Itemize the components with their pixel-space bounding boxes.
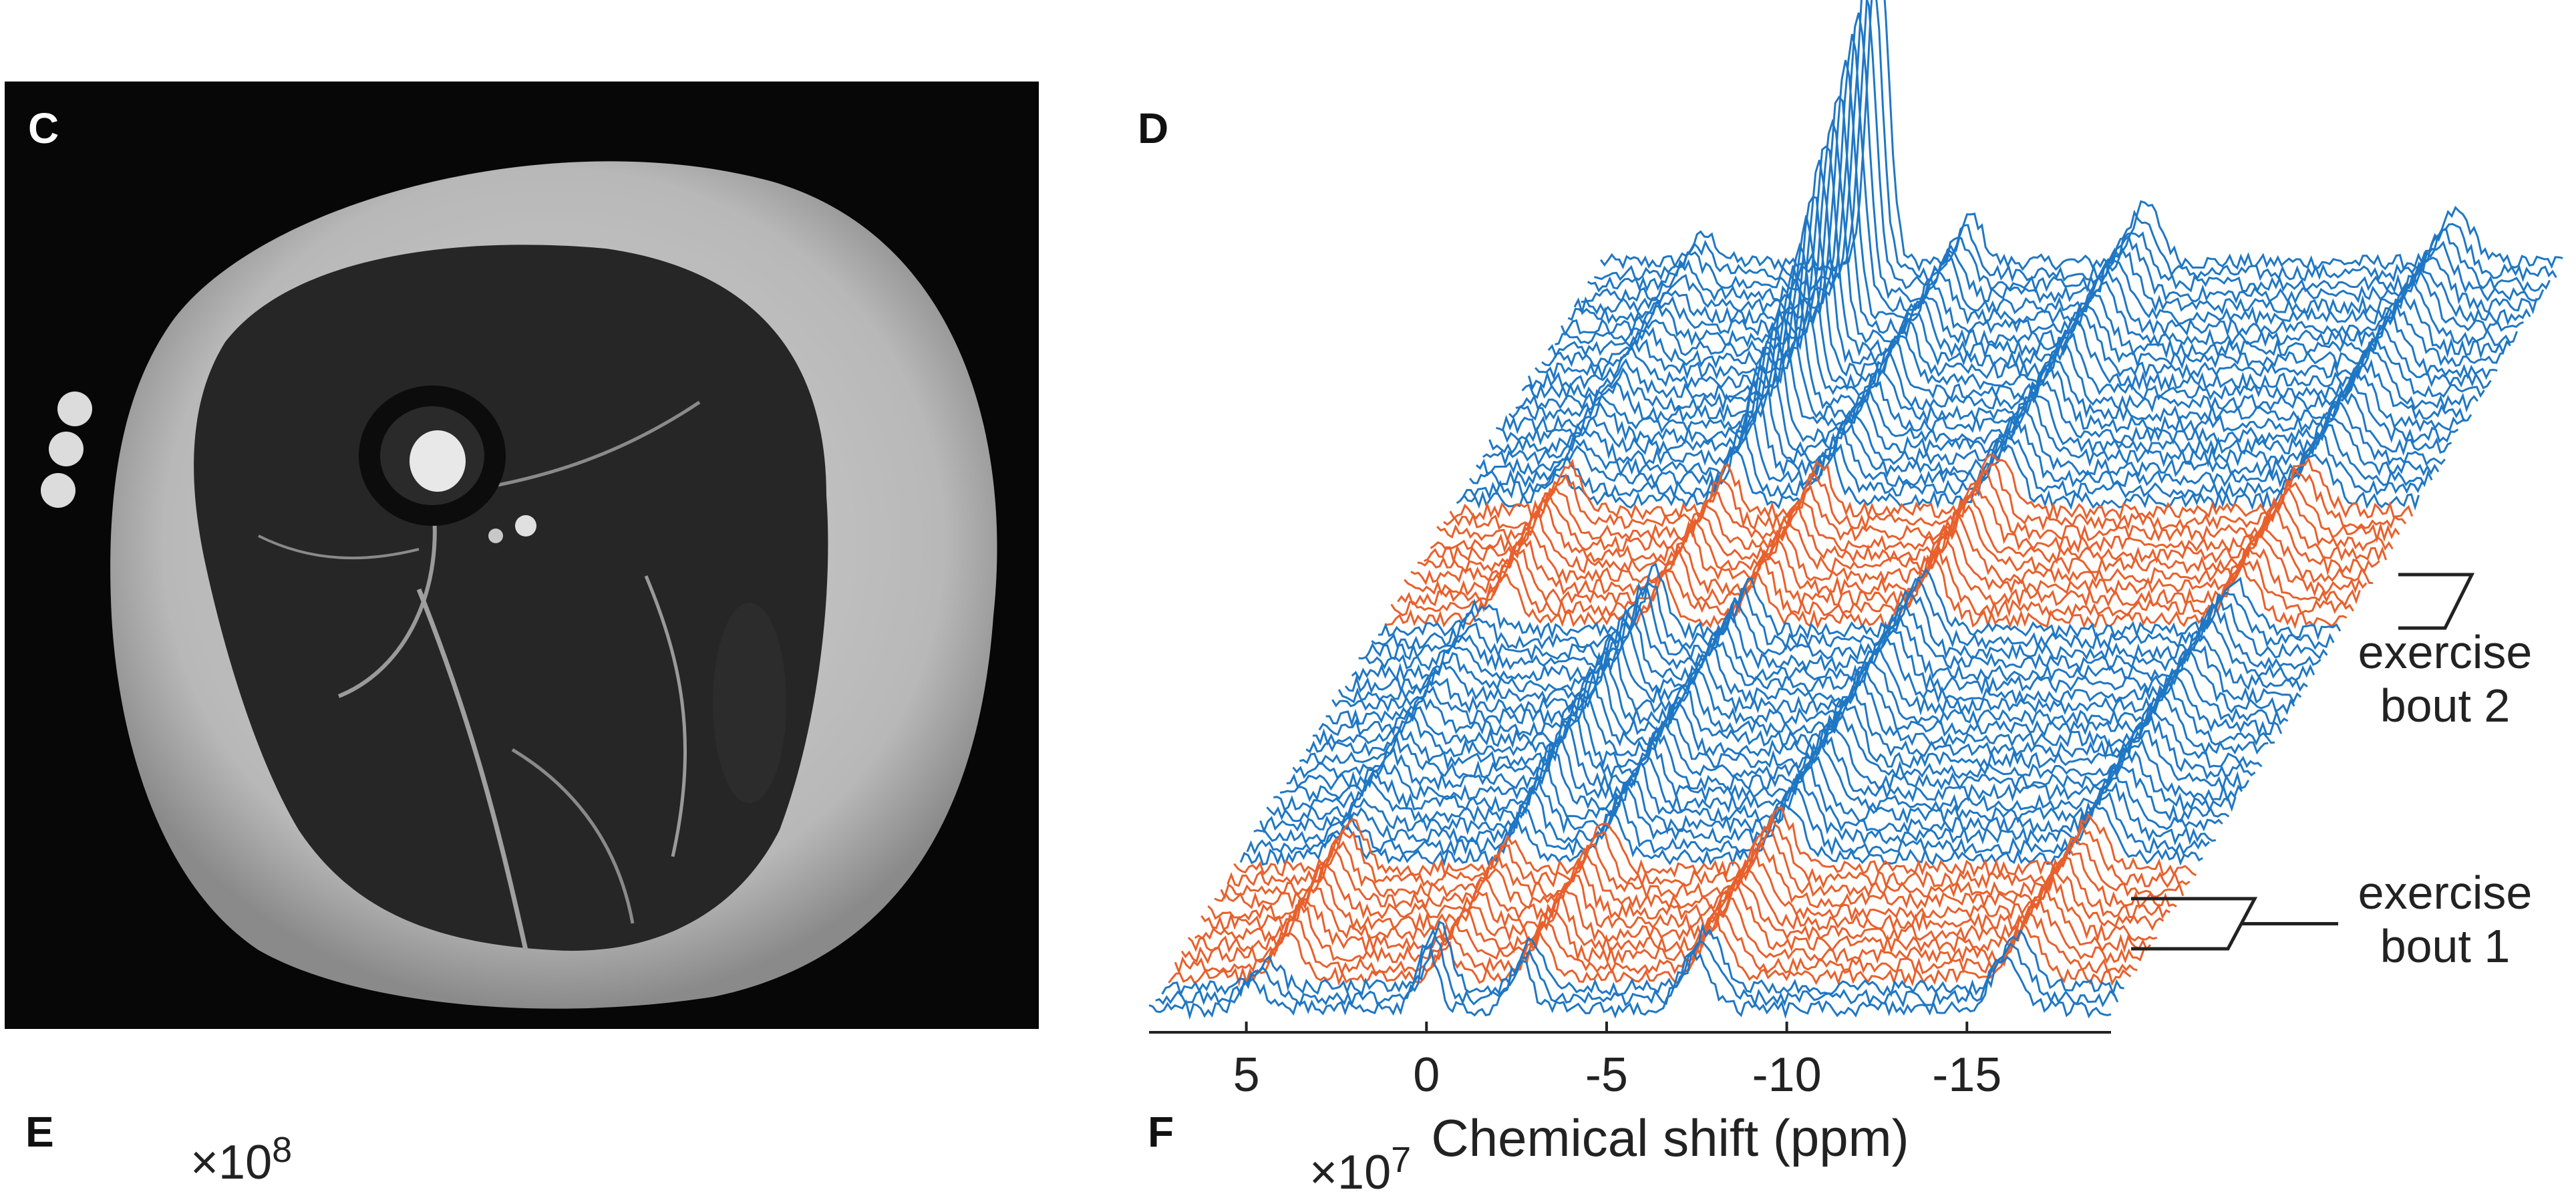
baseline-spectrum-line	[1299, 693, 2263, 770]
baseline-spectrum-line	[1273, 740, 2237, 814]
baseline-spectrum-line	[1246, 786, 2211, 857]
exercise-spectrum-line	[1404, 526, 2368, 598]
baseline-spectrum-line	[1547, 145, 2511, 359]
baseline-spectrum-line	[1266, 750, 2230, 825]
baseline-spectrum-line	[1318, 661, 2283, 738]
baseline-spectrum-line	[1599, 0, 2563, 272]
baseline-spectrum-line	[1456, 438, 2420, 511]
x-axis: 5 0 -5 -10 -15	[1149, 1022, 2111, 1102]
x-tick-label: 5	[1233, 1048, 1260, 1102]
exercise-spectrum-line	[1436, 469, 2400, 543]
panel-letter-c: C	[28, 104, 59, 152]
baseline-spectrum-line	[1292, 703, 2256, 780]
baseline-spectrum-line	[1371, 578, 2335, 651]
baseline-spectrum-line	[1286, 720, 2250, 792]
baseline-spectrum-line	[1521, 242, 2485, 402]
exercise-spectrum-line	[1168, 911, 2132, 988]
baseline-spectrum-line	[1351, 607, 2315, 683]
baseline-spectrum-line	[1239, 800, 2203, 868]
exercise-spectrum-line	[1430, 482, 2394, 554]
exercise-spectrum-line	[1214, 840, 2177, 911]
baseline-spectrum-line	[1259, 766, 2223, 835]
exercise-spectrum-line	[1220, 825, 2185, 901]
mri-cross-section-image	[5, 82, 1039, 1029]
baseline-spectrum-line	[1482, 365, 2446, 468]
baseline-spectrum-line	[1253, 768, 2217, 847]
baseline-spectrum-line	[1515, 265, 2478, 414]
series-annotation-line-1: exercise	[2358, 867, 2533, 919]
panel-letter-d: D	[1138, 104, 1169, 152]
baseline-spectrum-line	[1325, 649, 2289, 728]
exercise-spectrum-line	[1390, 545, 2354, 619]
baseline-spectrum-line	[1364, 581, 2328, 662]
exercise-spectrum-line	[1410, 512, 2374, 586]
series-annotation-line-2: bout 1	[2380, 920, 2511, 972]
baseline-spectrum-line	[1331, 633, 2295, 716]
exercise-spectrum-line	[1423, 495, 2388, 565]
baseline-spectrum-line	[1462, 424, 2426, 500]
exercise-spectrum-line	[1397, 533, 2361, 608]
panel-e-multiplier-exponent: 8	[272, 1130, 293, 1170]
series-annotation-line-2: bout 2	[2380, 680, 2511, 732]
baseline-spectrum-line	[1469, 410, 2433, 489]
baseline-spectrum-line	[1337, 629, 2302, 706]
panel-letter-e: E	[25, 1108, 54, 1156]
exercise-spectrum-line	[1443, 462, 2407, 533]
exercise-spectrum-line	[1180, 889, 2145, 965]
baseline-spectrum-line	[1496, 325, 2459, 446]
x-tick-label: -5	[1585, 1048, 1628, 1102]
baseline-spectrum-line	[1148, 942, 2112, 1020]
baseline-spectrum-line	[1312, 665, 2275, 749]
baseline-spectrum-line	[1573, 33, 2538, 316]
baseline-spectrum-line	[1527, 215, 2492, 392]
x-tick-label: 0	[1413, 1048, 1440, 1102]
exercise-spectrum-line	[1194, 868, 2158, 943]
baseline-spectrum-line	[1476, 378, 2440, 479]
x-tick-label: -10	[1752, 1048, 1822, 1102]
baseline-spectrum-line	[1344, 615, 2308, 696]
baseline-spectrum-line	[1508, 285, 2472, 424]
panel-f-multiplier-exponent: 7	[1391, 1140, 1412, 1180]
baseline-spectrum-line	[1161, 920, 2124, 998]
exercise-spectrum-line	[1174, 906, 2138, 976]
baseline-spectrum-line	[1535, 196, 2498, 381]
exercise-spectrum-line	[1233, 806, 2197, 879]
exercise-bout-bracket	[2398, 573, 2475, 630]
baseline-spectrum-line	[1358, 603, 2321, 673]
baseline-spectrum-line	[1587, 0, 2551, 294]
baseline-spectrum-line	[1305, 682, 2269, 760]
series-annotation-line-1: exercise	[2358, 626, 2533, 678]
series-annotation-label: exercise bout 1	[2358, 867, 2533, 972]
baseline-spectrum-line	[1555, 118, 2519, 348]
baseline-spectrum-line	[1488, 346, 2452, 457]
baseline-spectrum-line	[1155, 927, 2119, 1008]
mri-thigh-image	[5, 82, 1039, 1029]
series-annotation-label: exercise bout 2	[2358, 626, 2533, 732]
exercise-spectrum-line	[1384, 557, 2348, 629]
baseline-spectrum-line	[1378, 562, 2342, 641]
baseline-spectrum-line	[1581, 12, 2545, 305]
spectra-layer	[1148, 0, 2563, 1020]
exercise-spectrum-line	[1417, 504, 2380, 577]
exercise-spectrum-line	[1207, 846, 2170, 922]
baseline-spectrum-line	[1501, 310, 2466, 435]
exercise-spectrum-line	[1187, 879, 2151, 955]
x-axis-label: Chemical shift (ppm)	[1431, 1108, 1909, 1167]
baseline-spectrum-line	[1561, 95, 2524, 337]
exercise-spectrum-line	[1227, 812, 2191, 890]
exercise-spectrum-line	[1449, 453, 2414, 522]
exercise-spectrum-line	[1200, 858, 2164, 933]
baseline-spectrum-line	[1567, 59, 2531, 327]
x-tick-label: -15	[1932, 1048, 2001, 1102]
baseline-spectrum-line	[1593, 0, 2557, 283]
baseline-spectrum-line	[1279, 728, 2243, 803]
panel-letter-f: F	[1148, 1108, 1174, 1156]
